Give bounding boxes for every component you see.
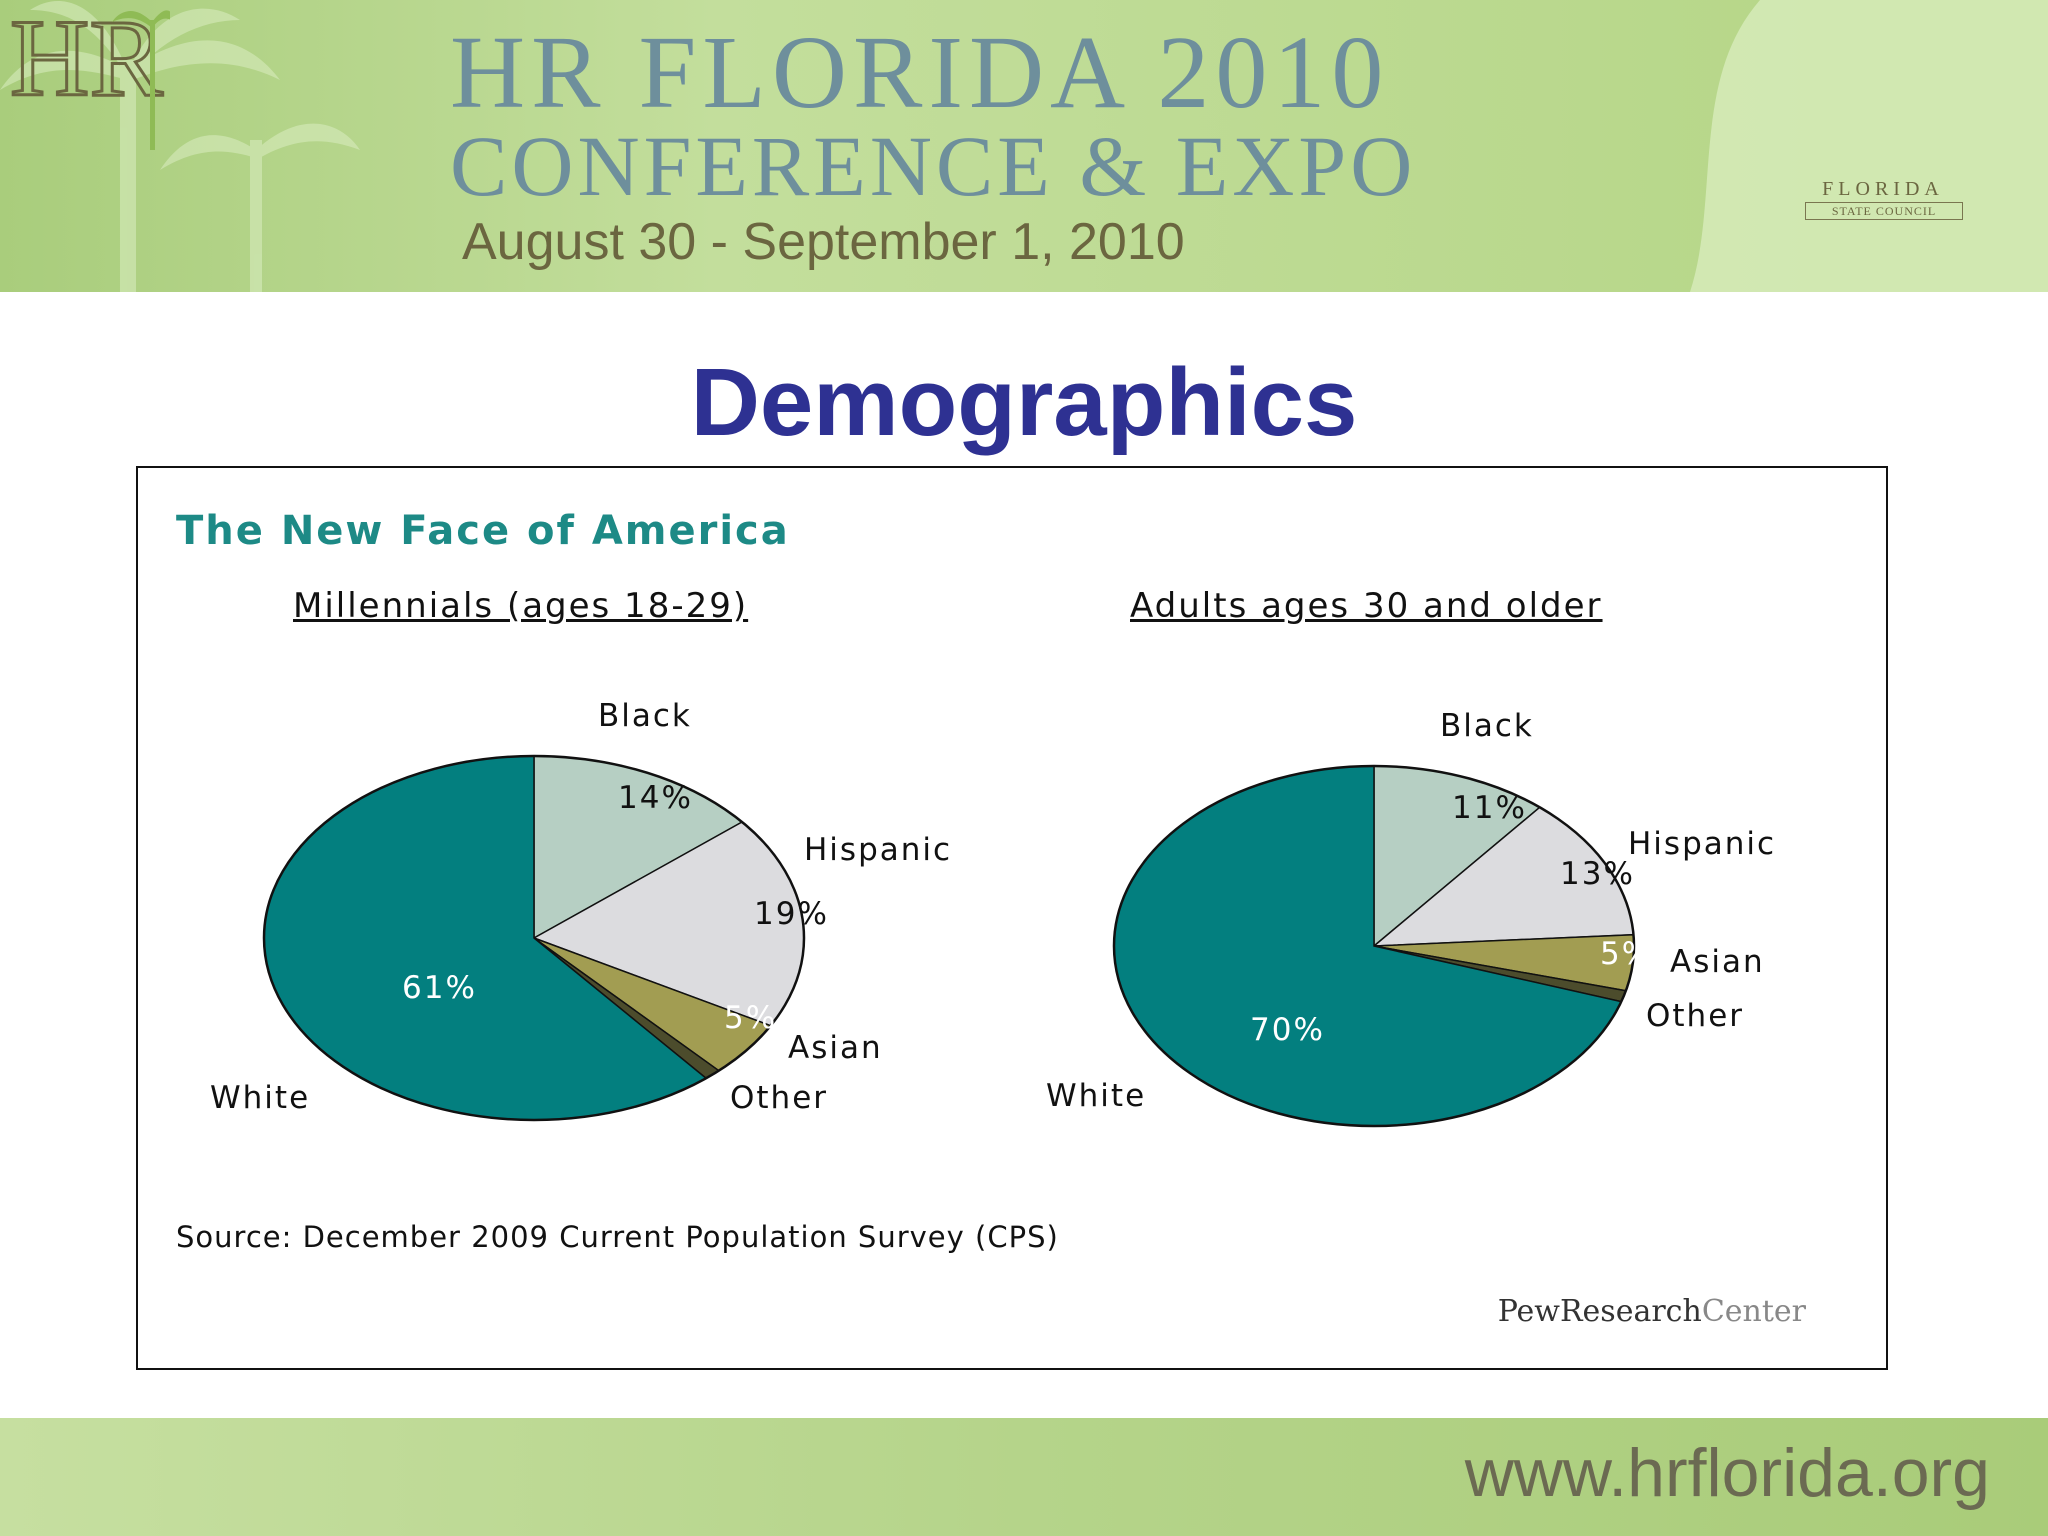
hr-florida-logo: HR xyxy=(9,0,170,150)
slice-label-adults-white: White xyxy=(1046,1078,1146,1114)
slice-label-adults-asian: Asian xyxy=(1670,944,1765,980)
slice-label-adults-other: Other xyxy=(1646,998,1744,1034)
pie-title-adults: Adults ages 30 and older xyxy=(1130,586,1603,626)
chart-heading: The New Face of America xyxy=(176,508,790,554)
value-label-millennials-asian: 5% xyxy=(724,1000,777,1036)
slice-label-millennials-black: Black xyxy=(598,698,692,734)
conference-subtitle: CONFERENCE & EXPO xyxy=(450,118,1417,214)
value-label-millennials-hispanic: 19% xyxy=(754,896,829,932)
chart-figure: Black Hispanic Asian Other White 14% 19% 5% 61% B… xyxy=(136,466,1888,1370)
value-label-millennials-white: 61% xyxy=(402,970,477,1006)
footer-url: www.hrflorida.org xyxy=(1464,1435,1990,1511)
publisher-bold: PewResearch xyxy=(1497,1294,1702,1329)
slice-label-adults-black: Black xyxy=(1440,708,1534,744)
pie-adults: Black Hispanic Asian Other White 11% 13% 5% 70% xyxy=(1046,708,1776,1128)
publisher-logo: PewResearchCenter xyxy=(1498,1294,1806,1329)
footer-bar: www.hrflorida.org xyxy=(0,1418,2048,1536)
pie-outline-millennials xyxy=(262,754,806,1122)
pie-millennials: Black Hispanic Asian Other White 14% 19% 5% 61% xyxy=(210,698,952,1122)
palm-tree-icon xyxy=(0,0,360,292)
source-note: Source: December 2009 Current Population… xyxy=(176,1220,1059,1254)
conference-title: HR FLORIDA 2010 xyxy=(450,15,1390,130)
slice-label-adults-hispanic: Hispanic xyxy=(1628,826,1776,862)
slice-label-millennials-white: White xyxy=(210,1080,310,1116)
publisher-light: Center xyxy=(1701,1294,1806,1329)
hr-logo-mark: HR xyxy=(10,0,163,119)
value-label-adults-hispanic: 13% xyxy=(1560,856,1635,892)
slice-label-millennials-other: Other xyxy=(730,1080,828,1116)
conference-banner: HR FLORIDA 2010 CONFERENCE & EXPO August… xyxy=(0,0,2048,292)
value-label-adults-asian: 5% xyxy=(1600,936,1653,972)
logo-florida-text: FLORIDA xyxy=(1822,178,1944,200)
logo-council-text: STATE COUNCIL xyxy=(1805,202,1963,220)
value-label-adults-white: 70% xyxy=(1250,1012,1325,1048)
pie-outline-adults xyxy=(1112,764,1636,1128)
conference-dates: August 30 - September 1, 2010 xyxy=(462,213,1185,271)
logo-palm-icon xyxy=(112,10,170,150)
slide-title: Demographics xyxy=(690,349,1358,456)
value-label-adults-black: 11% xyxy=(1452,790,1527,826)
slice-label-millennials-asian: Asian xyxy=(788,1030,883,1066)
value-label-millennials-black: 14% xyxy=(618,780,693,816)
pie-title-millennials: Millennials (ages 18-29) xyxy=(293,586,749,626)
slice-label-millennials-hispanic: Hispanic xyxy=(804,832,952,868)
pie-charts: BlackHispanicAsianOtherWhite14%19%5%61%B… xyxy=(210,698,1776,1128)
